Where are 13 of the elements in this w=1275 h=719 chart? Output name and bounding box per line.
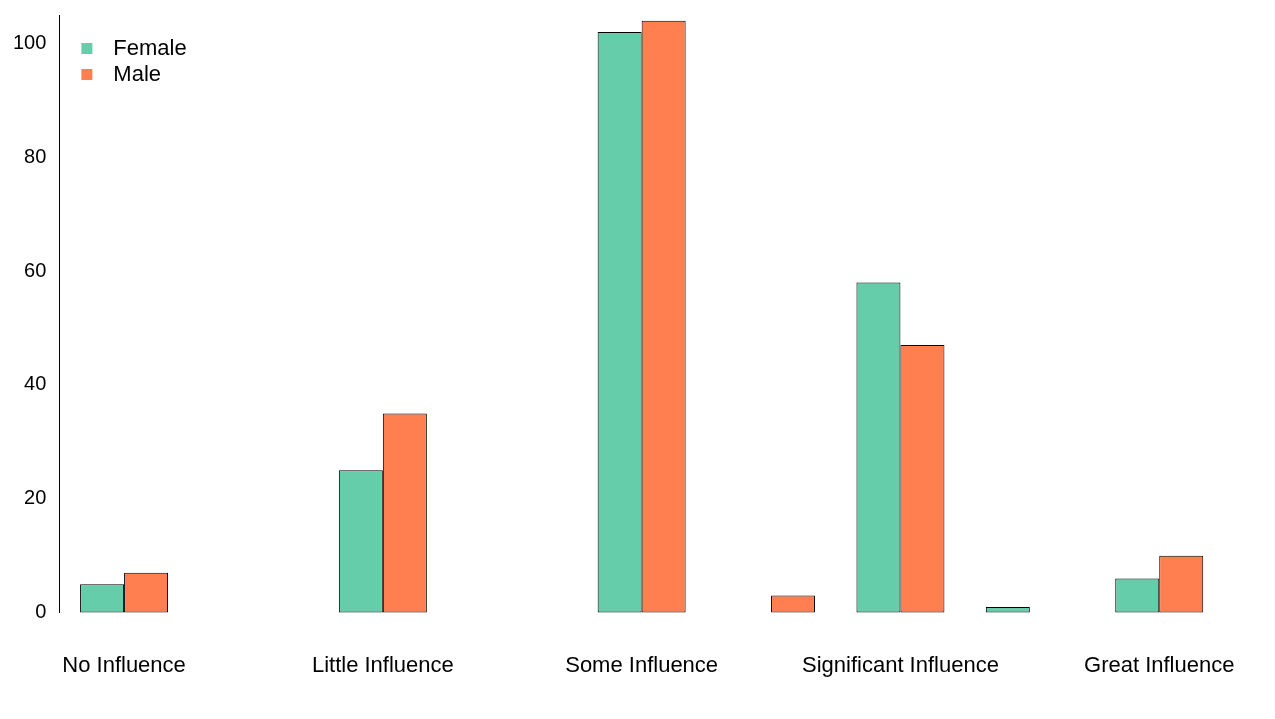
y-tick-label: 80: [24, 144, 47, 167]
x-tick-label: Some Influence: [565, 651, 719, 677]
y-tick-label: 20: [24, 486, 47, 509]
x-tick-label: No Influence: [62, 651, 186, 677]
x-tick-label: Significant Influence: [801, 651, 999, 677]
y-tick-label: 60: [24, 258, 47, 281]
y-tick-label: 40: [24, 372, 47, 395]
y-tick-label: 100: [12, 30, 47, 53]
x-tick-label: Great Influence: [1084, 651, 1235, 677]
legend-label: Male: [113, 61, 162, 87]
legend-label: Female: [113, 35, 187, 61]
x-tick-label: Little Influence: [311, 651, 454, 677]
y-tick-label: 0: [35, 600, 47, 623]
